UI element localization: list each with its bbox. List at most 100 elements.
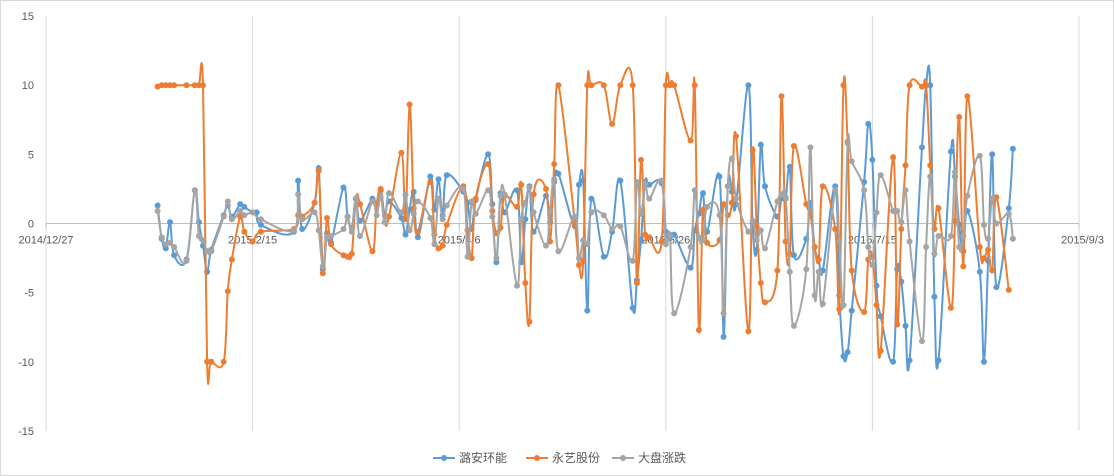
data-point [844, 140, 851, 147]
data-point [600, 253, 607, 260]
data-point [840, 353, 847, 360]
data-point [989, 267, 996, 274]
data-point [522, 280, 529, 286]
data-point [501, 191, 508, 198]
data-point [402, 231, 409, 238]
series-layer [154, 62, 1016, 385]
data-point [745, 328, 752, 335]
data-point [691, 187, 698, 194]
data-point [319, 263, 326, 270]
data-point [815, 268, 822, 275]
data-point [290, 227, 297, 234]
data-point [964, 192, 971, 199]
y-tick-label: -15 [18, 426, 34, 438]
data-point [981, 358, 987, 365]
data-point [877, 347, 884, 354]
data-point [485, 187, 492, 194]
data-point [873, 209, 880, 216]
data-point [927, 162, 934, 169]
data-point [728, 155, 735, 162]
data-point [832, 187, 839, 194]
data-point [555, 170, 562, 177]
data-point [183, 82, 190, 89]
data-point [617, 223, 624, 230]
data-point [324, 215, 330, 221]
data-point [745, 228, 752, 235]
data-point [617, 82, 624, 89]
data-point [989, 151, 996, 158]
data-point [923, 244, 930, 250]
data-point [348, 228, 355, 235]
data-point [154, 208, 161, 214]
data-point [947, 148, 954, 155]
data-point [633, 179, 640, 185]
data-point [228, 216, 235, 223]
y-tick-label: 0 [28, 219, 34, 231]
legend: 潞安环能 永艺股份 大盘涨跌 [433, 450, 686, 465]
data-point [724, 183, 731, 190]
data-point [733, 195, 739, 202]
data-point [952, 169, 958, 176]
data-point [638, 156, 644, 163]
legend-label: 大盘涨跌 [638, 450, 686, 465]
data-point [162, 82, 169, 89]
data-point [237, 208, 244, 214]
data-point [369, 248, 376, 255]
data-point [609, 120, 616, 127]
data-point [224, 198, 231, 205]
data-point [402, 191, 409, 198]
data-point [588, 195, 595, 202]
data-point [840, 82, 847, 89]
data-point [162, 245, 169, 252]
data-point [898, 226, 905, 232]
data-point [757, 280, 764, 286]
data-point [526, 184, 533, 191]
data-point [687, 244, 694, 250]
data-point [431, 241, 438, 248]
data-point [468, 198, 475, 205]
data-point [328, 233, 335, 239]
data-point [241, 203, 248, 210]
data-point [985, 246, 992, 253]
y-tick-label: 15 [22, 11, 34, 23]
data-point [576, 262, 582, 268]
data-point [167, 239, 173, 246]
data-point [782, 194, 789, 201]
data-point [927, 82, 934, 89]
data-point [472, 210, 479, 217]
data-point [171, 244, 178, 250]
data-point [414, 198, 421, 205]
data-point [381, 219, 388, 226]
data-point [369, 198, 376, 205]
data-point [981, 221, 987, 228]
data-point [600, 212, 607, 219]
data-point [666, 231, 673, 238]
data-point [208, 248, 215, 255]
data-point [811, 292, 818, 299]
data-point [386, 190, 392, 197]
data-point [902, 322, 909, 329]
data-point [295, 177, 302, 184]
data-point [571, 213, 578, 220]
data-point [191, 187, 198, 194]
series-3 [154, 133, 1016, 345]
data-point [158, 234, 165, 241]
data-point [315, 167, 322, 174]
data-point [848, 307, 855, 314]
y-tick-label: 5 [28, 149, 34, 161]
data-point [555, 248, 562, 255]
series-line [156, 133, 1014, 343]
data-point [960, 233, 967, 239]
data-point [935, 205, 942, 212]
data-point [241, 212, 248, 219]
data-point [311, 209, 318, 216]
data-point [357, 201, 363, 208]
data-point [547, 208, 554, 214]
data-point [406, 101, 413, 108]
data-point [183, 257, 190, 264]
data-point [976, 152, 983, 159]
data-point [377, 194, 384, 201]
data-point [890, 358, 897, 365]
data-point [762, 299, 768, 306]
data-point [228, 256, 235, 263]
